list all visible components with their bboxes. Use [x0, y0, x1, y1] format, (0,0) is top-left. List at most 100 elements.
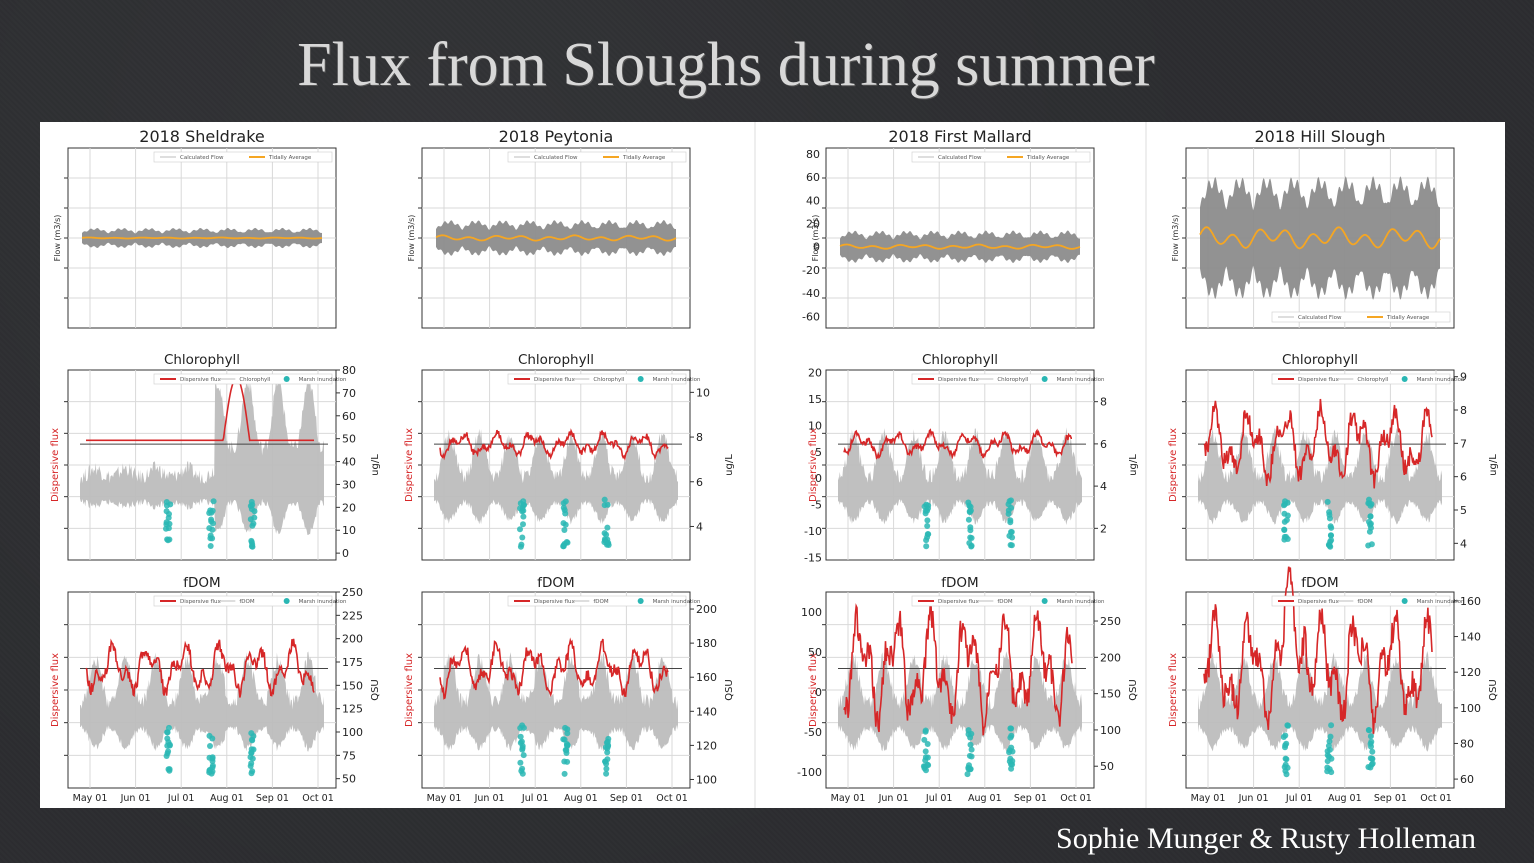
fdom-0-xtick-label: Oct 01 — [302, 793, 334, 804]
fdom-2-marsh-dot — [1007, 725, 1014, 732]
fdom-1-marsh-dot — [517, 739, 524, 746]
fdom-1-y2tick-label: 160 — [696, 671, 717, 684]
chl-2-ytick-label: 20 — [808, 367, 822, 380]
chl-1-legend — [507, 373, 687, 385]
fdom-0-y2tick-label: 175 — [342, 656, 363, 669]
fdom-2-marsh-dot — [922, 748, 929, 755]
fdom-1-marsh-dot — [561, 770, 568, 777]
fdom-1-legend — [507, 595, 687, 607]
chl-2-legend-label: Marsh inundation — [1057, 377, 1105, 383]
fdom-3-marsh-dot — [1327, 733, 1334, 740]
chl-1-marsh-dot — [560, 520, 567, 527]
chl-1-marsh-dot — [561, 527, 568, 533]
fdom-2-flux-line — [843, 602, 1073, 736]
chl-2-marsh-dot — [925, 502, 932, 509]
chl-2-ytick-label: 0 — [815, 472, 822, 485]
fdom-3-legend-label: Marsh inundation — [1417, 599, 1465, 605]
fdom-3-xtick-label: Sep 01 — [1374, 793, 1407, 804]
station-0: 2018 Sheldrake Calculated Flow Tidally Ave… — [50, 127, 381, 804]
chl-3-ylabel: Dispersive flux — [1168, 428, 1179, 502]
fdom-2-marsh-dot — [968, 746, 975, 753]
flow-ytick-label-2: 80 — [806, 148, 820, 161]
flow-3-legend-label: Calculated Flow — [1298, 315, 1342, 321]
fdom-0-y2tick-label: 150 — [342, 679, 363, 692]
fdom-1-marsh-dot — [561, 758, 568, 765]
chl-1-legend-marker — [637, 376, 644, 382]
fdom-2-marsh-dot — [922, 727, 929, 734]
flow-ytick-label-2: 0 — [813, 241, 820, 254]
chl-0-marsh-dot — [249, 543, 256, 550]
fdom-2-marsh-dot — [967, 741, 974, 748]
fdom-0-conc-band — [80, 651, 324, 752]
fdom-0-legend — [153, 595, 333, 607]
fdom-0-marsh-dot — [208, 770, 215, 777]
chl-0-marsh-dot — [251, 514, 258, 521]
chl-3-marsh-dot — [1284, 512, 1291, 519]
fdom-0-ylabel: Dispersive flux — [50, 653, 61, 727]
fdom-0-marsh-dot — [207, 743, 213, 749]
fdom-2-legend-label: Dispersive flux — [938, 599, 979, 605]
chl-2-conc-band — [838, 427, 1082, 525]
flow-1-legend — [507, 151, 687, 163]
fdom-1-marsh-dot — [517, 759, 524, 766]
fdom-0-marsh-dot — [206, 754, 213, 761]
fdom-2-marsh-dot — [924, 741, 931, 747]
flow-1-legend-label: Tidally Average — [622, 155, 666, 161]
fdom-1-marsh-dot — [602, 758, 609, 765]
flow-3-flow-band — [1200, 176, 1440, 300]
fdom-2-marsh-dot — [967, 766, 974, 772]
chl-1-y2tick-label: 6 — [696, 476, 703, 489]
chl-0-marsh-dot — [249, 522, 256, 529]
fdom-3-ylabel: Dispersive flux — [1168, 653, 1179, 727]
fdom-1-xtick-label: Sep 01 — [610, 793, 643, 804]
flow-title-1: 2018 Peytonia — [499, 127, 614, 146]
chl-0-conc-band — [80, 376, 324, 535]
fdom-1-xtick-label: Jun 01 — [474, 793, 505, 804]
fdom-1-marsh-dot — [518, 768, 525, 774]
chl-1-marsh-dot — [605, 542, 612, 548]
chl-0-marsh-dot — [249, 501, 256, 508]
chl-0-marsh-dot — [165, 525, 172, 532]
flow-1-legend-label: Calculated Flow — [534, 155, 578, 161]
chl-0-legend-label: Dispersive flux — [180, 377, 221, 383]
chl-2-marsh-dot — [923, 537, 930, 544]
fdom-1-legend-marker — [637, 598, 644, 604]
fdom-0-xtick-label: Sep 01 — [256, 793, 289, 804]
fdom-3-flux-line — [1203, 566, 1433, 734]
chl-3-conc-band — [1198, 428, 1442, 525]
fdom-3-y2tick-label: 100 — [1460, 702, 1481, 715]
flow-3-legend — [1271, 311, 1451, 323]
station-1: 2018 Peytonia Calculated Flow Tidally Aver… — [404, 127, 735, 804]
fdom-3-y2tick-label: 60 — [1460, 773, 1474, 786]
chl-3-title: Chlorophyll — [1282, 352, 1358, 368]
chl-0-legend-label: Chlorophyll — [239, 377, 270, 383]
flow-2-legend-label: Calculated Flow — [938, 155, 982, 161]
fdom-3-marsh-dot — [1325, 742, 1332, 749]
chl-3-marsh-dot — [1281, 526, 1288, 533]
fdom-0-legend-label: Dispersive flux — [180, 599, 221, 605]
chl-2-ytick-label: 15 — [808, 393, 822, 406]
station-2: 2018 First Mallard Calculated Flow Tidally… — [797, 127, 1139, 804]
fdom-3-xtick-label: Jun 01 — [1238, 793, 1269, 804]
chl-3-marsh-dot — [1366, 500, 1373, 507]
fdom-0-marsh-dot — [166, 724, 172, 731]
fdom-2-ytick-label: 0 — [815, 686, 822, 699]
chl-1-marsh-dot — [519, 508, 526, 515]
fdom-0-marsh-dot — [248, 770, 255, 777]
fdom-1-marsh-dot — [562, 724, 569, 731]
chl-3-legend-label: Chlorophyll — [1357, 377, 1388, 383]
fdom-0-marsh-dot — [248, 760, 255, 767]
fdom-3-marsh-dot — [1283, 756, 1290, 763]
chl-1-marsh-dot — [520, 521, 526, 528]
fdom-3-legend-label: Dispersive flux — [1298, 599, 1339, 605]
flow-title-3: 2018 Hill Slough — [1254, 127, 1385, 146]
flow-0-legend-label: Calculated Flow — [180, 155, 224, 161]
fdom-3-marsh-dot — [1285, 722, 1292, 729]
chl-1-marsh-dot — [518, 541, 525, 548]
chl-1-marsh-dot — [604, 501, 611, 508]
chl-0-y2tick-label: 10 — [342, 524, 356, 537]
fdom-0-xtick-label: May 01 — [73, 793, 108, 804]
fdom-2-xtick-label: Oct 01 — [1060, 793, 1092, 804]
fdom-2-conc-band — [838, 651, 1082, 752]
chl-0-y2label: ug/L — [370, 454, 381, 476]
